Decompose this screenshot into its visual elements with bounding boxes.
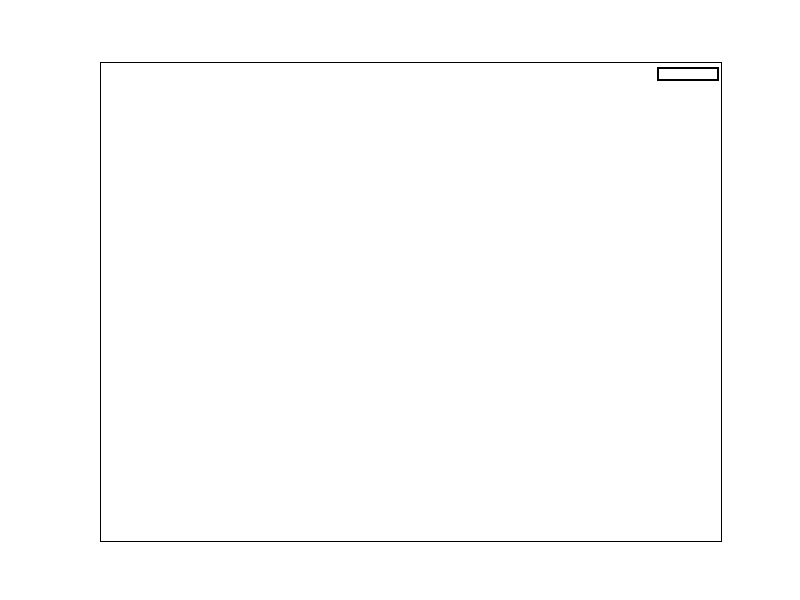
plot-area bbox=[100, 62, 722, 542]
legend bbox=[657, 67, 719, 81]
